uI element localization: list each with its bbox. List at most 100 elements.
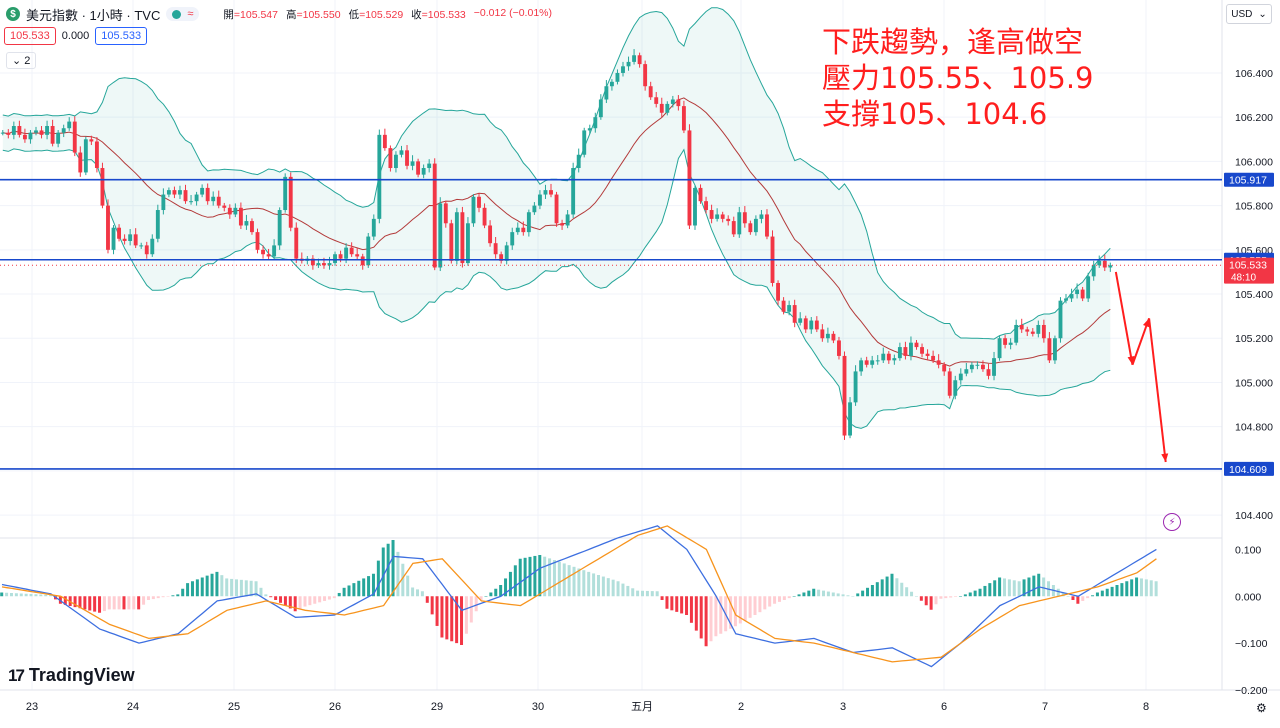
histogram-bar — [577, 568, 581, 597]
candle-body — [604, 86, 609, 100]
candle-body — [554, 194, 559, 224]
candle-body — [427, 163, 432, 169]
candle — [216, 190, 221, 209]
histogram-bar — [430, 596, 434, 615]
candle-body — [986, 369, 991, 376]
histogram-bar — [24, 593, 28, 597]
candle — [842, 351, 847, 440]
sell-price-box[interactable]: 105.533 — [4, 27, 56, 45]
candle-body — [394, 154, 398, 169]
price-axis[interactable]: 106.400106.200106.000105.800105.600105.4… — [1235, 68, 1273, 522]
candle — [632, 49, 637, 65]
histogram-bar — [479, 596, 483, 600]
candle — [438, 197, 443, 272]
candle — [238, 202, 243, 230]
price-badge-text: 104.609 — [1229, 464, 1267, 476]
histogram-bar — [239, 579, 243, 597]
candle — [1064, 294, 1068, 304]
histogram-bar — [1095, 592, 1099, 597]
candle-body — [499, 254, 504, 261]
histogram-bar — [870, 585, 874, 597]
market-status[interactable]: ≈ — [166, 7, 200, 21]
candle-body — [643, 64, 648, 87]
candle-body — [1108, 265, 1113, 268]
histogram-bar — [1081, 596, 1085, 601]
candle — [565, 210, 570, 229]
histogram-bar — [797, 594, 801, 597]
histogram-bar — [694, 596, 698, 631]
candle-body — [848, 402, 852, 436]
histogram-bar — [978, 588, 982, 597]
candle-body — [687, 130, 692, 226]
histogram-bar — [841, 594, 845, 597]
histogram-bar — [753, 596, 757, 615]
candle — [222, 202, 227, 212]
histogram-bar — [279, 596, 283, 603]
lightning-icon[interactable]: ⚡ — [1163, 513, 1181, 531]
histogram-bar — [499, 585, 503, 597]
candle — [122, 234, 127, 245]
trend-arrow[interactable] — [1131, 318, 1151, 366]
histogram-bar — [220, 575, 224, 597]
candle-body — [327, 263, 332, 266]
candle-body — [997, 338, 1002, 359]
histogram-bar — [455, 596, 459, 644]
candle-body — [814, 320, 819, 330]
macd-axis[interactable]: 0.100 0.000 −0.100 −0.200 — [1235, 544, 1268, 697]
buy-price-box[interactable]: 105.533 — [95, 27, 148, 45]
histogram-bar — [34, 594, 38, 597]
histogram-bar — [1076, 596, 1080, 604]
candle — [100, 162, 105, 209]
candle — [704, 196, 708, 214]
histogram-bar — [1022, 579, 1026, 597]
candle — [272, 239, 277, 260]
histogram-bar — [817, 589, 821, 597]
candle-body — [825, 333, 830, 339]
candle — [897, 342, 902, 361]
candle — [244, 214, 249, 230]
time-tick-label: 25 — [228, 701, 240, 713]
gear-icon[interactable]: ⚙ — [1256, 701, 1267, 715]
tv-logo-icon: 17 — [8, 665, 25, 685]
candle-body — [715, 214, 720, 219]
candle — [925, 349, 930, 361]
price-badge-bg — [1224, 172, 1274, 187]
candle-body — [1097, 260, 1102, 266]
histogram-bar — [773, 596, 777, 604]
histogram-bar — [107, 596, 111, 610]
candle — [377, 129, 382, 224]
candle — [560, 219, 565, 230]
histogram-bar — [318, 596, 322, 603]
candle-body — [144, 245, 149, 255]
indicators-toggle[interactable]: ⌄ 2 — [6, 52, 37, 69]
trend-arrow[interactable] — [1114, 271, 1135, 365]
symbol-title[interactable]: 美元指數 · 1小時 · TVC — [26, 7, 161, 23]
histogram-bar — [171, 595, 175, 597]
histogram-bar — [1135, 577, 1139, 597]
candle — [1025, 326, 1030, 337]
histogram-bar — [450, 596, 454, 642]
time-axis[interactable]: 23 24 25 26 29 30 五月 2 3 6 7 8 — [26, 701, 1149, 713]
indicators-count: 2 — [24, 55, 31, 67]
tradingview-logo[interactable]: 17 TradingView — [8, 665, 135, 686]
currency-selector[interactable]: USD ⌄ — [1226, 4, 1272, 24]
histogram-bar — [161, 596, 165, 598]
candle — [753, 215, 758, 236]
grid — [0, 0, 1222, 690]
histogram-bar — [968, 592, 972, 597]
price-tick-label: 106.400 — [1235, 68, 1273, 80]
histogram-bar — [1139, 578, 1143, 597]
candle — [45, 120, 50, 140]
histogram-bar — [489, 592, 493, 597]
histogram-bar — [777, 596, 781, 602]
histogram-bar — [636, 590, 640, 597]
candle-body — [233, 207, 238, 215]
trend-arrow[interactable] — [1148, 318, 1169, 463]
histogram-bar — [137, 596, 141, 610]
time-tick-label: 五月 — [631, 701, 653, 713]
candle-body — [205, 187, 210, 202]
histogram-bar — [73, 596, 77, 608]
candle-body — [582, 130, 587, 155]
candle — [643, 60, 648, 91]
